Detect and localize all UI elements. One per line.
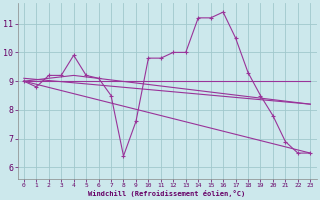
X-axis label: Windchill (Refroidissement éolien,°C): Windchill (Refroidissement éolien,°C) bbox=[88, 190, 246, 197]
